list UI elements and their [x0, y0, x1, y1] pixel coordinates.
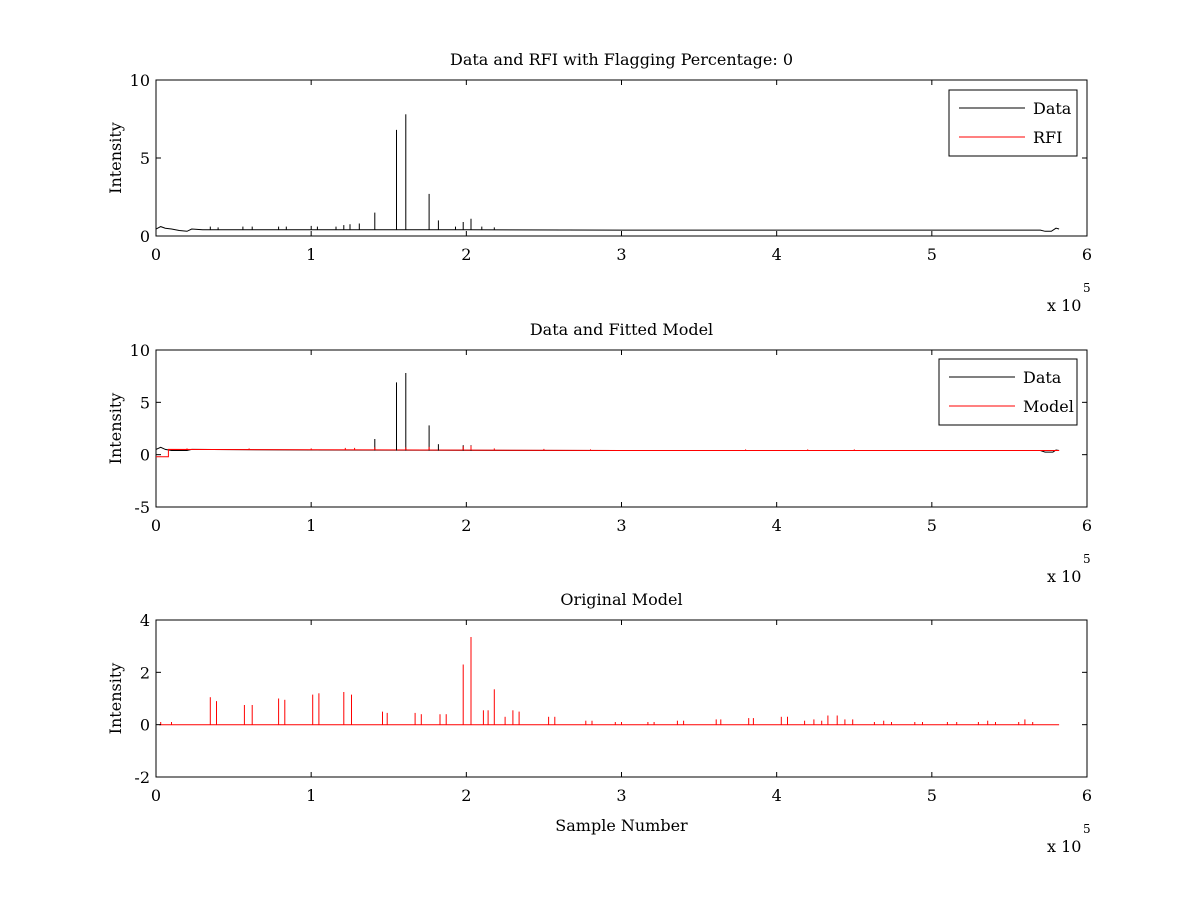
- x-tick-label: 0: [151, 786, 161, 805]
- axes-frame: [155, 349, 1088, 508]
- x-tick-label: 5: [927, 516, 937, 535]
- x-tick-label: 5: [927, 786, 937, 805]
- chart-title: Data and Fitted Model: [530, 320, 713, 339]
- x-axis-label: Sample Number: [555, 816, 688, 835]
- y-tick-label: 5: [140, 149, 150, 168]
- y-tick-label: -2: [134, 768, 150, 787]
- x-tick-label: 6: [1082, 245, 1092, 264]
- x-tick-label: 4: [772, 245, 782, 264]
- x-tick-label: 0: [151, 245, 161, 264]
- x-tick-label: 5: [927, 245, 937, 264]
- y-tick-label: 0: [140, 446, 150, 465]
- x-multiplier-exponent: 5: [1083, 552, 1091, 566]
- legend-box: [948, 89, 1078, 157]
- x-multiplier-base: x 10: [1047, 837, 1081, 856]
- x-multiplier-exponent: 5: [1083, 281, 1091, 295]
- y-tick-label: 10: [130, 71, 150, 90]
- y-tick-label: 2: [140, 663, 150, 682]
- y-tick-label: 0: [140, 227, 150, 246]
- legend-label-model: Model: [1023, 397, 1074, 416]
- legend-label-data: Data: [1033, 99, 1072, 118]
- y-axis-label: Intensity: [106, 663, 125, 735]
- x-tick-label: 1: [306, 245, 316, 264]
- model-baseline: [156, 448, 1060, 458]
- y-tick-label: 0: [140, 716, 150, 735]
- y-tick-label: 4: [140, 611, 150, 630]
- x-multiplier-base: x 10: [1047, 296, 1081, 315]
- y-tick-label: 5: [140, 393, 150, 412]
- plot-area: [156, 114, 1060, 232]
- chart-title: Original Model: [560, 590, 682, 609]
- x-tick-label: 4: [772, 516, 782, 535]
- legend: Data Model: [938, 358, 1078, 426]
- plot-area: [156, 373, 1060, 458]
- x-multiplier-exponent: 5: [1083, 822, 1091, 836]
- x-tick-label: 2: [461, 786, 471, 805]
- legend: Data RFI: [948, 89, 1078, 157]
- y-axis-label: Intensity: [106, 393, 125, 465]
- x-tick-label: 3: [616, 245, 626, 264]
- legend-label-data: Data: [1023, 368, 1062, 387]
- y-tick-label: 10: [130, 341, 150, 360]
- x-tick-label: 2: [461, 245, 471, 264]
- x-tick-label: 6: [1082, 516, 1092, 535]
- x-tick-label: 1: [306, 516, 316, 535]
- x-tick-label: 1: [306, 786, 316, 805]
- series-baseline: [156, 226, 1060, 232]
- axes-frame: [155, 79, 1088, 237]
- x-multiplier-base: x 10: [1047, 567, 1081, 586]
- x-tick-label: 4: [772, 786, 782, 805]
- x-tick-label: 3: [616, 516, 626, 535]
- axes-frame: [155, 619, 1088, 778]
- chart-title: Data and RFI with Flagging Percentage: 0: [450, 50, 793, 69]
- subplot-1: 0 1 2 3 4 5 6 0 5 10 Data and RFI with Flagging Pe…: [106, 50, 1092, 315]
- legend-label-rfi: RFI: [1033, 128, 1062, 147]
- legend-box: [938, 358, 1078, 426]
- y-axis-label: Intensity: [106, 122, 125, 194]
- x-tick-label: 0: [151, 516, 161, 535]
- x-tick-label: 2: [461, 516, 471, 535]
- x-tick-label: 3: [616, 786, 626, 805]
- plot-area: [159, 637, 1060, 726]
- y-tick-label: -5: [134, 498, 150, 517]
- x-tick-label: 6: [1082, 786, 1092, 805]
